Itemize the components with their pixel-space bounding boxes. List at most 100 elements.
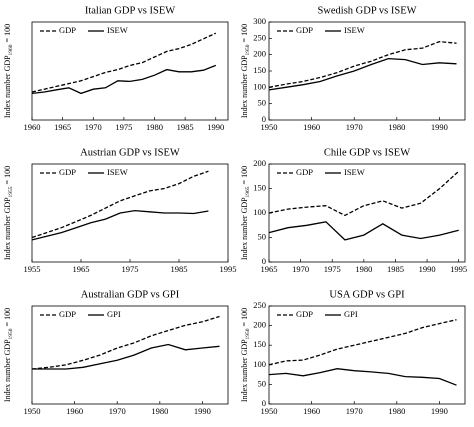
x-tick-label: 1965 <box>73 264 90 274</box>
x-tick-label: 1990 <box>431 406 448 416</box>
y-tick-label: 100 <box>253 81 266 91</box>
y-label-text: Index number GDP <box>3 197 12 260</box>
y-axis-label: Index number GDP1960= 100 <box>3 24 14 118</box>
chart-title: Italian GDP vs ISEW <box>85 5 175 16</box>
y-label-text: Index number GDP <box>240 197 249 260</box>
chart-title: Austrian GDP vs ISEW <box>80 147 180 158</box>
x-tick-label: 1990 <box>419 264 436 274</box>
legend-label: GDP <box>59 309 76 319</box>
x-tick-label: 1970 <box>85 122 102 132</box>
legend-label: ISEW <box>344 167 365 177</box>
y-label-end: = 100 <box>3 308 12 327</box>
legend-label: GDP <box>59 167 76 177</box>
plot-frame <box>31 305 229 405</box>
series-line <box>268 170 460 217</box>
x-tick-label: 1980 <box>388 122 405 132</box>
series-line <box>31 209 209 241</box>
x-tick-label: 1980 <box>146 122 163 132</box>
y-label-sub: 1950 <box>245 44 251 55</box>
x-tick-label: 1950 <box>261 406 278 416</box>
y-tick-label: 250 <box>253 32 266 42</box>
x-tick-label: 1955 <box>24 264 41 274</box>
y-tick-label: 200 <box>253 158 266 168</box>
chart-title: USA GDP vs GPI <box>329 289 405 300</box>
series-line <box>31 64 217 95</box>
legend-label: ISEW <box>107 167 128 177</box>
y-axis-label: Index number GDP1955= 100 <box>3 166 14 260</box>
x-tick-label: 1970 <box>109 406 126 416</box>
plot-frame <box>268 21 466 121</box>
y-label-sub: 1965 <box>245 186 251 197</box>
y-tick-label: 0 <box>262 256 266 266</box>
y-label-end: = 100 <box>240 24 249 43</box>
y-axis-label: Index number GDP1950= 100 <box>240 308 251 402</box>
y-label-sub: 1950 <box>8 328 14 339</box>
y-label-end: = 100 <box>240 308 249 327</box>
series-line <box>268 368 457 386</box>
x-tick-label: 1970 <box>346 406 363 416</box>
series-line <box>31 315 220 370</box>
y-tick-label: 50 <box>258 98 267 108</box>
y-tick-label: 200 <box>253 320 266 330</box>
x-tick-label: 1985 <box>177 122 194 132</box>
y-label-sub: 1950 <box>245 328 251 339</box>
y-label-text: Index number GDP <box>3 339 12 402</box>
x-tick-label: 1985 <box>171 264 188 274</box>
chart-title: Australian GDP vs GPI <box>81 289 180 300</box>
legend-label: GDP <box>59 25 76 35</box>
y-tick-label: 100 <box>253 359 266 369</box>
x-tick-label: 1995 <box>220 264 237 274</box>
series-line <box>268 221 459 241</box>
legend-label: ISEW <box>107 25 128 35</box>
y-tick-label: 50 <box>258 231 267 241</box>
y-tick-label: 300 <box>253 16 266 26</box>
x-tick-label: 1990 <box>207 122 224 132</box>
y-axis-label: Index number GDP1950= 100 <box>240 24 251 118</box>
x-tick-label: 1995 <box>450 264 467 274</box>
x-tick-label: 1975 <box>122 264 139 274</box>
series-line <box>268 319 457 366</box>
x-tick-label: 1965 <box>261 264 278 274</box>
x-tick-label: 1990 <box>194 406 211 416</box>
y-label-end: = 100 <box>3 166 12 185</box>
series-line <box>268 40 457 88</box>
x-tick-label: 1950 <box>24 406 41 416</box>
series-line <box>31 170 209 239</box>
plot-frame <box>268 163 466 263</box>
legend-label: ISEW <box>344 25 365 35</box>
y-label-text: Index number GDP <box>240 55 249 118</box>
x-tick-label: 1975 <box>324 264 341 274</box>
legend-label: GDP <box>296 309 313 319</box>
y-tick-label: 200 <box>253 49 266 59</box>
x-tick-label: 1960 <box>66 406 83 416</box>
series-line <box>32 343 220 370</box>
x-tick-label: 1965 <box>54 122 71 132</box>
y-tick-label: 250 <box>253 300 266 310</box>
y-tick-label: 150 <box>253 182 266 192</box>
x-tick-label: 1980 <box>388 406 405 416</box>
plot-frame <box>31 21 229 121</box>
x-tick-label: 1960 <box>303 406 320 416</box>
y-axis-label: Index number GDP1950= 100 <box>3 308 14 402</box>
chart-title: Swedish GDP vs ISEW <box>317 5 416 16</box>
legend-label: GDP <box>296 25 313 35</box>
x-tick-label: 1960 <box>303 122 320 132</box>
y-label-sub: 1955 <box>8 186 14 197</box>
y-tick-label: 150 <box>253 65 266 75</box>
x-tick-label: 1970 <box>292 264 309 274</box>
y-label-sub: 1960 <box>8 44 14 55</box>
x-tick-label: 1950 <box>261 122 278 132</box>
y-axis-label: Index number GDP1965= 100 <box>240 166 251 260</box>
y-tick-label: 0 <box>262 398 266 408</box>
y-tick-label: 100 <box>253 207 266 217</box>
y-tick-label: 50 <box>258 378 267 388</box>
y-tick-label: 0 <box>262 114 266 124</box>
x-tick-label: 1960 <box>24 122 41 132</box>
series-line <box>268 57 457 91</box>
y-label-end: = 100 <box>240 166 249 185</box>
